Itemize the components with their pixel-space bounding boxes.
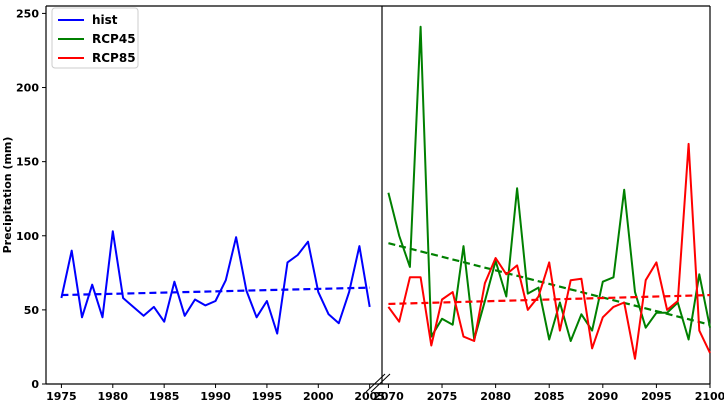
series-line-hist: [60, 230, 371, 335]
x-tick-label: 1995: [252, 390, 283, 403]
y-tick-label: 50: [24, 304, 40, 317]
x-tick-label: 2095: [641, 390, 672, 403]
x-tick-label: 1985: [149, 390, 180, 403]
legend: hist RCP45 RCP85: [51, 7, 139, 69]
x-tick-label: 2000: [303, 390, 334, 403]
y-tick-label: 0: [31, 378, 39, 391]
x-tick-label: 2100: [695, 390, 724, 403]
series-line-rcp45: [387, 25, 711, 342]
trend-line-rcp85: [388, 293, 711, 306]
series-rcp85: [387, 142, 711, 360]
series-hist: [60, 230, 371, 335]
x-tick-label: 1980: [97, 390, 128, 403]
legend-label-rcp85: RCP85: [92, 51, 136, 65]
trend-line-rcp45: [388, 242, 711, 326]
y-tick-label: 100: [16, 230, 39, 243]
x-tick-label: 2005: [354, 390, 385, 403]
trend-line-hist: [61, 286, 370, 297]
x-axis-historical: 1975 1980 1985 1990 1995 2000 2005: [46, 384, 385, 403]
x-tick-label: 1990: [200, 390, 231, 403]
axis-break-marks: [365, 373, 391, 393]
x-axis-future: 2070 2075 2080 2085 2090 2095 2100: [373, 384, 724, 403]
series-rcp45: [387, 25, 711, 342]
x-tick-label: 2085: [534, 390, 565, 403]
y-axis-title: Precipitation (mm): [1, 137, 14, 254]
axis-break-mark: [365, 373, 386, 393]
y-tick-label: 200: [16, 82, 39, 95]
x-tick-label: 2075: [427, 390, 458, 403]
y-tick-label: 150: [16, 156, 39, 169]
legend-box: [51, 7, 139, 69]
plot-frame: [45, 5, 711, 385]
x-tick-label: 2080: [480, 390, 511, 403]
x-tick-label: 2090: [587, 390, 618, 403]
legend-label-hist: hist: [92, 13, 118, 27]
axis-break-mark: [370, 373, 391, 393]
x-tick-label: 2070: [373, 390, 404, 403]
y-axis: 0 50 100 150 200 250: [16, 7, 46, 391]
series-line-rcp85: [387, 142, 711, 360]
legend-label-rcp45: RCP45: [92, 32, 136, 46]
y-tick-label: 250: [16, 7, 39, 20]
x-tick-label: 1975: [46, 390, 77, 403]
